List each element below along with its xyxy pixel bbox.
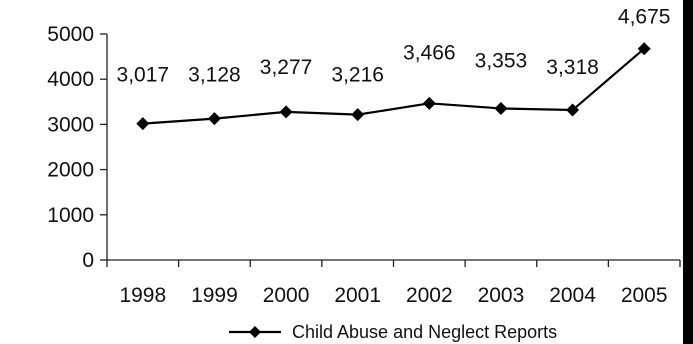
plot-area: 3,017 3,128 3,277 3,216 3,466 3,353 3,318 4,675 xyxy=(117,6,671,131)
data-label: 3,128 xyxy=(188,64,241,87)
x-tick-label: 2000 xyxy=(263,284,310,307)
x-tick-label: 1999 xyxy=(191,284,238,307)
y-axis-ticks: 0 1000 2000 3000 4000 5000 xyxy=(47,23,107,272)
data-point-marker xyxy=(207,112,221,126)
data-point-marker xyxy=(637,42,651,56)
series-line xyxy=(142,47,645,125)
data-label: 3,277 xyxy=(260,56,313,79)
data-point-marker xyxy=(136,117,150,131)
data-label: 3,017 xyxy=(117,64,170,87)
y-tick-label: 2000 xyxy=(47,159,94,182)
data-point-marker xyxy=(422,96,436,110)
data-label: 3,318 xyxy=(546,56,599,79)
x-tick-label: 2002 xyxy=(406,284,453,307)
data-label: 3,353 xyxy=(475,49,528,72)
data-point-marker xyxy=(351,108,365,122)
x-tick-label: 2003 xyxy=(478,284,525,307)
data-label: 4,675 xyxy=(618,6,671,29)
data-point-marker xyxy=(279,105,293,119)
x-tick-label: 2004 xyxy=(549,284,596,307)
x-tick-label: 2001 xyxy=(334,284,381,307)
x-axis-ticks: 1998 1999 2000 2001 2002 2003 2004 2005 xyxy=(106,260,681,307)
data-point-marker xyxy=(566,103,580,117)
right-edge-bar xyxy=(683,0,693,344)
legend-marker-swatch xyxy=(249,326,261,338)
y-tick-label: 4000 xyxy=(47,68,94,91)
data-label: 3,216 xyxy=(331,64,384,87)
y-tick-label: 1000 xyxy=(47,204,94,227)
y-tick-label: 5000 xyxy=(47,23,94,46)
legend-label: Child Abuse and Neglect Reports xyxy=(292,322,557,342)
x-tick-label: 1998 xyxy=(119,284,166,307)
data-point-marker xyxy=(494,101,508,115)
x-tick-label: 2005 xyxy=(621,284,668,307)
data-label: 3,466 xyxy=(403,41,456,64)
legend: Child Abuse and Neglect Reports xyxy=(229,322,557,342)
y-tick-label: 0 xyxy=(82,249,94,272)
y-tick-label: 3000 xyxy=(47,113,94,136)
